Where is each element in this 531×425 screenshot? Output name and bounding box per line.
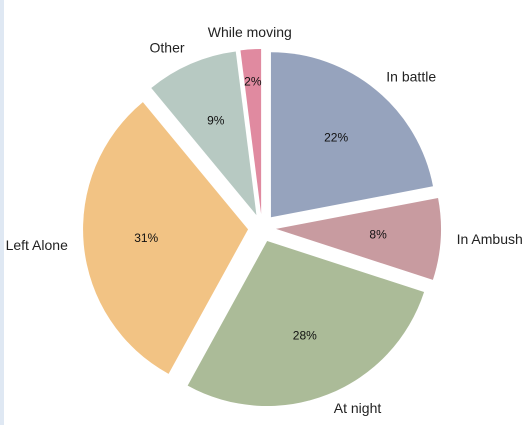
category-label: In Ambush [457,231,523,247]
value-label: 28% [293,328,317,342]
category-label: At night [334,400,382,416]
value-label: 8% [369,227,387,241]
pie-slice [275,197,441,280]
value-label: 9% [207,113,225,127]
pie-slice [270,52,434,218]
pie-slice [187,241,425,407]
value-label: 31% [134,231,158,245]
category-label: Other [150,40,185,56]
value-label: 22% [324,131,348,145]
value-label: 2% [244,74,262,88]
left-border [0,0,4,425]
pie-slice [151,51,257,216]
pie-slice [240,49,262,215]
category-label: In battle [386,68,436,84]
category-label: While moving [208,24,292,40]
category-label: Left Alone [6,237,68,253]
pie-slice [83,102,249,374]
